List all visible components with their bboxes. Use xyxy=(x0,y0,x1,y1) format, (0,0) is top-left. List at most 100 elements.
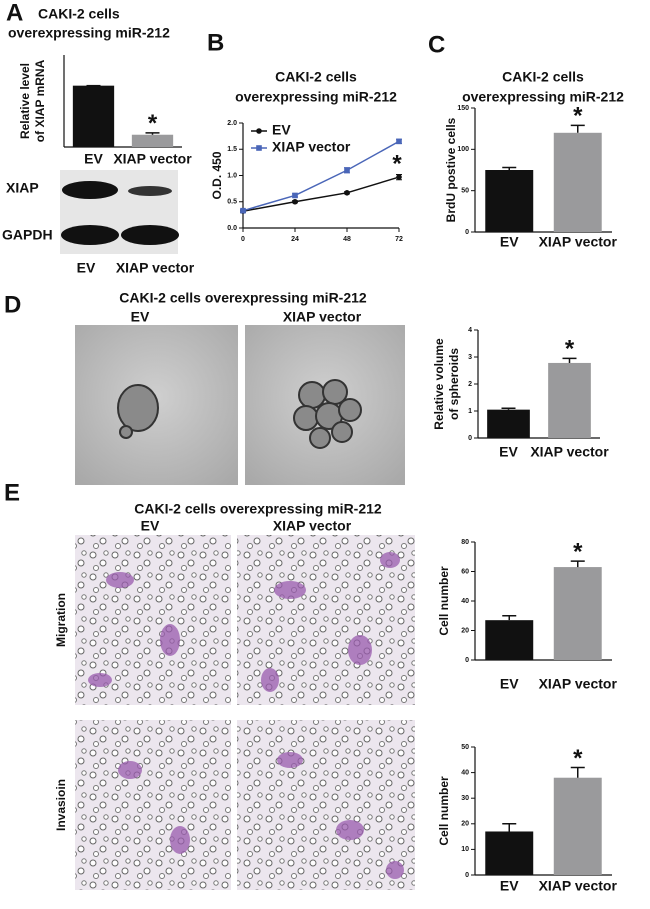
error-bar xyxy=(570,560,585,568)
bar xyxy=(553,132,602,232)
y-tick-label: 80 xyxy=(461,539,469,546)
panel-title: CAKI-2 cells overexpressing miR-212 xyxy=(134,501,382,517)
y-tick-label: 0 xyxy=(465,657,469,664)
y-axis-label: BrdU postive cells xyxy=(444,117,458,222)
y-axis-label: Cell number xyxy=(437,566,451,636)
spheroid xyxy=(293,379,362,449)
marker xyxy=(240,207,246,214)
x-tick-label: XIAP vector xyxy=(539,676,618,692)
marker xyxy=(292,192,298,199)
panel-title: CAKI-2 cells xyxy=(38,6,120,22)
bar xyxy=(548,362,591,438)
stained-cells xyxy=(88,552,404,879)
panel-letter: B xyxy=(207,29,224,56)
annotation: * xyxy=(392,151,402,178)
bar xyxy=(487,409,530,438)
y-axis-label: O.D. 450 xyxy=(210,151,224,199)
panel-title: CAKI-2 cells overexpressing miR-212 xyxy=(119,290,367,306)
y-axis-label: of spheroids xyxy=(447,348,461,420)
x-tick-label: EV xyxy=(84,151,103,167)
blot-band xyxy=(128,186,172,196)
blot-lane-label: EV xyxy=(77,260,96,276)
chart-title: overexpressing miR-212 xyxy=(462,89,624,105)
x-tick-label: 72 xyxy=(395,236,403,243)
legend-label: EV xyxy=(272,122,291,138)
annotation: * xyxy=(573,103,583,130)
y-tick-label: 50 xyxy=(461,744,469,751)
annotation: * xyxy=(573,539,583,566)
y-tick-label: 60 xyxy=(461,568,469,575)
y-tick-label: 2.0 xyxy=(227,120,237,127)
y-axis-label: Relative level xyxy=(18,63,32,139)
line xyxy=(242,176,400,212)
line xyxy=(242,140,400,212)
error-bar xyxy=(145,132,160,135)
blot-band xyxy=(121,225,179,245)
bar xyxy=(131,134,174,147)
y-tick-label: 10 xyxy=(461,846,469,853)
y-tick-label: 40 xyxy=(461,769,469,776)
bar xyxy=(553,567,602,660)
marker xyxy=(292,198,298,205)
bar xyxy=(485,170,534,232)
y-tick-label: 4 xyxy=(468,327,472,334)
y-tick-label: 0.0 xyxy=(227,225,237,232)
panel-letter: D xyxy=(4,291,21,318)
chart-title: CAKI-2 cells xyxy=(275,69,357,85)
y-tick-label: 1.5 xyxy=(227,146,237,153)
y-tick-label: 20 xyxy=(461,627,469,634)
blot-band xyxy=(61,225,119,245)
x-tick-label: EV xyxy=(500,234,519,250)
marker xyxy=(344,190,350,196)
y-tick-label: 150 xyxy=(457,105,469,112)
x-tick-label: XIAP vector xyxy=(539,234,618,250)
image-label: EV xyxy=(141,518,160,534)
x-tick-label: 48 xyxy=(343,236,351,243)
image-label: XIAP vector xyxy=(273,518,352,534)
error-bar xyxy=(570,124,585,133)
image-label: XIAP vector xyxy=(283,309,362,325)
marker xyxy=(396,138,402,145)
panel-letter: C xyxy=(428,31,445,58)
x-tick-label: EV xyxy=(500,878,519,894)
error-bar xyxy=(502,823,517,832)
annotation: * xyxy=(565,336,575,363)
error-bar xyxy=(502,615,517,621)
micrographs xyxy=(75,535,415,890)
y-tick-label: 0 xyxy=(465,872,469,879)
y-tick-label: 0 xyxy=(465,229,469,236)
y-tick-label: 3 xyxy=(468,354,472,361)
bar xyxy=(553,777,602,875)
chart-title: CAKI-2 cells xyxy=(502,69,584,85)
x-tick-label: EV xyxy=(499,444,518,460)
blot-band xyxy=(62,181,118,199)
y-tick-label: 1 xyxy=(468,408,472,415)
panel-title: overexpressing miR-212 xyxy=(8,25,170,41)
panel-letter: A xyxy=(6,0,23,26)
y-tick-label: 1.0 xyxy=(227,172,237,179)
marker xyxy=(344,167,350,174)
y-axis-label: Relative volume xyxy=(432,338,446,430)
annotation: * xyxy=(148,110,158,137)
y-tick-label: 40 xyxy=(461,598,469,605)
error-bar xyxy=(502,166,517,170)
y-tick-label: 2 xyxy=(468,381,472,388)
x-tick-label: 24 xyxy=(291,236,299,243)
y-tick-label: 30 xyxy=(461,795,469,802)
marker xyxy=(396,174,402,180)
bar xyxy=(72,85,115,147)
chart-title: overexpressing miR-212 xyxy=(235,89,397,105)
x-tick-label: XIAP vector xyxy=(539,878,618,894)
x-tick-label: 0 xyxy=(241,236,245,243)
row-label: Migration xyxy=(54,593,68,647)
y-tick-label: 0.5 xyxy=(227,199,237,206)
x-tick-label: EV xyxy=(500,676,519,692)
y-tick-label: 20 xyxy=(461,821,469,828)
annotation: * xyxy=(573,745,583,772)
spheroid xyxy=(117,384,159,439)
image-label: EV xyxy=(131,309,150,325)
blot-lane-label: XIAP vector xyxy=(116,260,195,276)
blot-row-label: GAPDH xyxy=(2,227,53,243)
bar xyxy=(485,620,534,660)
